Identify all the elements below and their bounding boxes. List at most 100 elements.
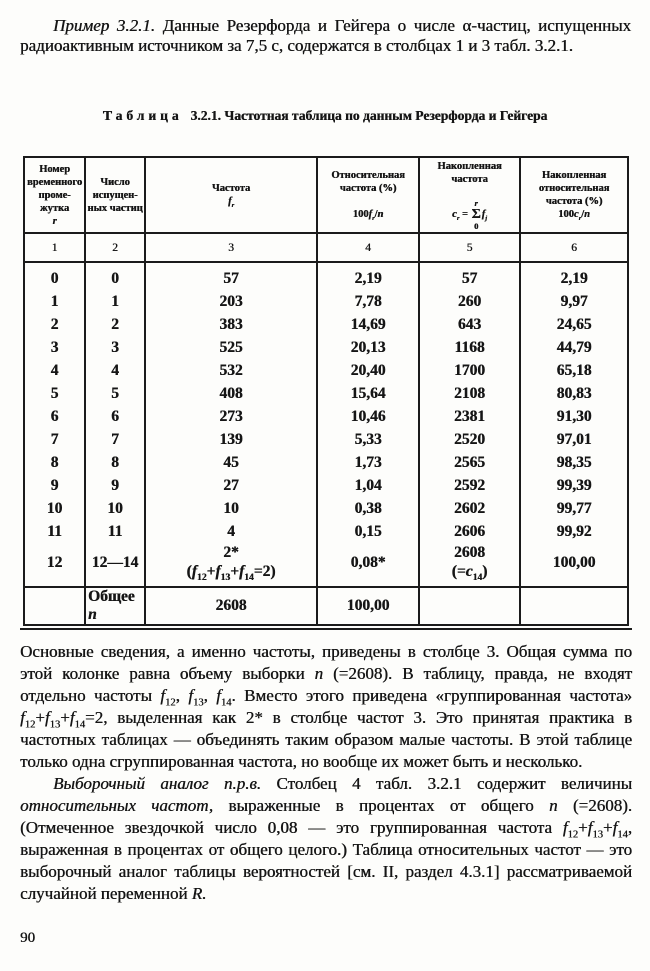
table-cell: 260 xyxy=(418,290,521,313)
table-bottom-rule xyxy=(20,628,632,630)
table-cell: 3 xyxy=(84,336,146,359)
table-cell: 4 xyxy=(23,359,86,382)
table-row: 6 6 273 10,46 2381 91,30 xyxy=(23,405,629,428)
page-number: 90 xyxy=(20,930,35,946)
table-caption: Таблица 3.2.1. Частотная таблица по данны… xyxy=(0,108,650,124)
table-cell: 10 xyxy=(23,497,86,520)
table-row: 9 9 27 1,04 2592 99,39 xyxy=(23,474,629,497)
intro-paragraph: Пример 3.2.1. Данные Резерфорда и Гейгер… xyxy=(20,16,632,55)
table-cell: 7 xyxy=(84,428,146,451)
table-cell: 2592 xyxy=(418,474,521,497)
table-cell: 8 xyxy=(23,451,86,474)
column-number: 4 xyxy=(316,233,420,263)
table-cell: 5,33 xyxy=(316,428,420,451)
table-cell: 10 xyxy=(144,497,318,520)
body-text: Основные сведения, а именно частоты, при… xyxy=(20,641,632,905)
table-cell: 57 xyxy=(418,262,521,290)
table-cell: 20,13 xyxy=(316,336,420,359)
header-cell-frequency: Частота fr xyxy=(144,157,318,234)
table-row: 4 4 532 20,40 1700 65,18 xyxy=(23,359,629,382)
table-cell: 203 xyxy=(144,290,318,313)
table-cell: 2602 xyxy=(418,497,521,520)
total-frequency: 2608 xyxy=(144,586,318,625)
table-cell: 2 xyxy=(23,313,86,336)
table-cell: 1 xyxy=(84,290,146,313)
table-cell: 7,78 xyxy=(316,290,420,313)
table-cell: 0 xyxy=(23,262,86,290)
table-row: 12 12—14 2* (f12+f13+f14=2) 0,08* 2608 (=c14) 1… xyxy=(23,543,629,587)
table-header-row: Номер временного проме-жутка r Число испущен… xyxy=(23,157,629,234)
table-cell: 7 xyxy=(23,428,86,451)
table-cell: 20,40 xyxy=(316,359,420,382)
table-cell: 5 xyxy=(84,382,146,405)
table-cell: 99,77 xyxy=(519,497,629,520)
table-cell: 1 xyxy=(23,290,86,313)
table-cell-empty xyxy=(519,586,629,625)
table-cell: 2606 xyxy=(418,520,521,543)
table-cell: 14,69 xyxy=(316,313,420,336)
total-row: Общее n 2608 100,00 xyxy=(23,586,629,625)
table-cell: 9 xyxy=(84,474,146,497)
table-cell: 12 xyxy=(23,543,86,587)
table-cell-empty xyxy=(418,586,521,625)
table-row: 10 10 10 0,38 2602 99,77 xyxy=(23,497,629,520)
table-row: 2 2 383 14,69 643 24,65 xyxy=(23,313,629,336)
table-cell: 273 xyxy=(144,405,318,428)
column-number: 3 xyxy=(144,233,318,263)
table-cell: 15,64 xyxy=(316,382,420,405)
table-cell: 2* (f12+f13+f14=2) xyxy=(144,543,318,587)
table-cell: 91,30 xyxy=(519,405,629,428)
table-cell: 44,79 xyxy=(519,336,629,359)
table-cell: 3 xyxy=(23,336,86,359)
caption-word: Таблица xyxy=(102,108,183,123)
table-cell: 0,08* xyxy=(316,543,420,587)
column-number-row: 1 2 3 4 5 6 xyxy=(23,233,629,263)
table-cell: 2,19 xyxy=(519,262,629,290)
table-cell: 2,19 xyxy=(316,262,420,290)
table-cell: 2 xyxy=(84,313,146,336)
table-cell: 1,73 xyxy=(316,451,420,474)
table-row: 11 11 4 0,15 2606 99,92 xyxy=(23,520,629,543)
table-cell: 99,92 xyxy=(519,520,629,543)
table-cell: 6 xyxy=(84,405,146,428)
table-cell: 0,15 xyxy=(316,520,420,543)
table-cell: 1,04 xyxy=(316,474,420,497)
table-cell: 99,39 xyxy=(519,474,629,497)
table-cell: 2608 (=c14) xyxy=(418,543,521,587)
table-cell: 139 xyxy=(144,428,318,451)
table-cell: 2108 xyxy=(418,382,521,405)
header-cell-relative-frequency: Относительная частота (%) 100fr/n xyxy=(316,157,420,234)
table-cell: 100,00 xyxy=(519,543,629,587)
frequency-table: Номер временного проме-жутка r Число испущен… xyxy=(23,156,629,626)
table-row: 7 7 139 5,33 2520 97,01 xyxy=(23,428,629,451)
table-cell: 27 xyxy=(144,474,318,497)
table-row: 1 1 203 7,78 260 9,97 xyxy=(23,290,629,313)
table-cell: 10 xyxy=(84,497,146,520)
table-cell: 10,46 xyxy=(316,405,420,428)
table-cell: 5 xyxy=(23,382,86,405)
table-cell: 4 xyxy=(84,359,146,382)
column-number: 1 xyxy=(23,233,86,263)
table-cell: 9 xyxy=(23,474,86,497)
column-number: 2 xyxy=(84,233,146,263)
paragraph-sample-analog: Выборочный аналог п.р.в. Столбец 4 табл.… xyxy=(20,774,632,903)
table-cell: 0 xyxy=(84,262,146,290)
table-cell: 2520 xyxy=(418,428,521,451)
paragraph-frequencies: Основные сведения, а именно частоты, при… xyxy=(20,642,633,771)
header-cell-interval: Номер временного проме-жутка r xyxy=(23,157,86,234)
table-cell: 6 xyxy=(23,405,86,428)
table-row: 0 0 57 2,19 57 2,19 xyxy=(23,262,629,290)
table-cell: 1168 xyxy=(418,336,521,359)
table-cell: 97,01 xyxy=(519,428,629,451)
column-number: 6 xyxy=(519,233,629,263)
table-cell-empty xyxy=(23,586,86,625)
table-cell: 11 xyxy=(23,520,86,543)
table-cell: 4 xyxy=(144,520,318,543)
table-cell: 9,97 xyxy=(519,290,629,313)
total-label: Общее n xyxy=(84,586,146,625)
table-cell: 45 xyxy=(144,451,318,474)
table-cell: 12—14 xyxy=(84,543,146,587)
table-body: 0 0 57 2,19 57 2,19 1 1 203 7,78 260 9,97 2 2 383 14,69… xyxy=(23,262,629,587)
